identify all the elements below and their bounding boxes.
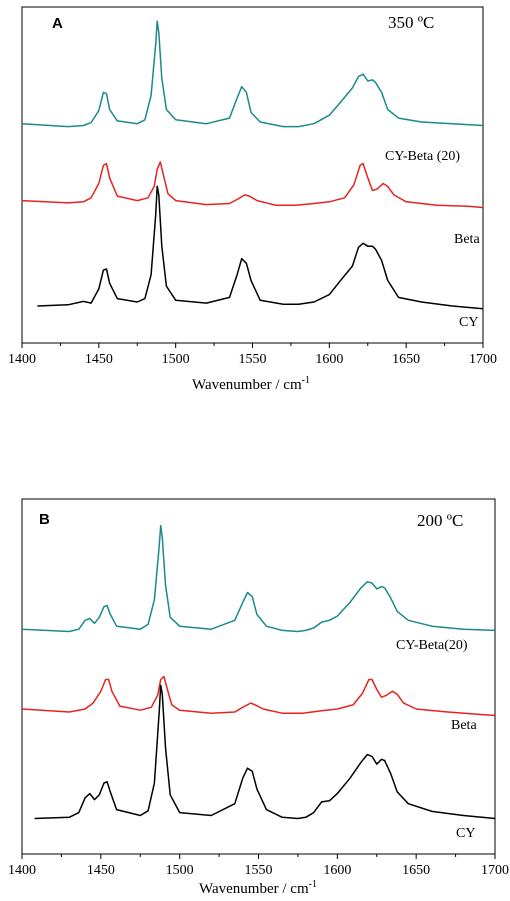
panel-a-series-line-2 <box>37 185 484 310</box>
panel-b-frame <box>21 498 496 855</box>
panel-b-x-tick-label-5: 1650 <box>402 863 430 878</box>
panel-a-curves <box>21 20 484 310</box>
panel-b-x-axis-title: Wavenumber / cm-1 <box>199 879 317 897</box>
panel-a-series-label-beta: Beta <box>454 232 480 247</box>
panel-b-series-line-1 <box>21 675 496 717</box>
panel-b-curves <box>21 524 496 820</box>
panel-a-x-tick-label-1: 1450 <box>85 352 113 367</box>
panel-b-x-tick-label-0: 1400 <box>8 863 36 878</box>
panel-b-x-ticks: 1400 1450 1500 1550 1600 1650 1700 <box>8 854 509 878</box>
panel-b-series-label-beta: Beta <box>451 718 477 733</box>
panel-a-x-tick-label-0: 1400 <box>8 352 36 367</box>
panel-b-x-tick-label-4: 1600 <box>323 863 351 878</box>
panel-a-x-tick-label-6: 1700 <box>469 352 497 367</box>
panel-b-series-label-cy: CY <box>456 826 475 841</box>
panel-b: B 200 ºC 1400 1450 1500 1550 1600 1650 1700 CY… <box>8 498 509 897</box>
panel-b-x-tick-label-3: 1550 <box>245 863 273 878</box>
panel-a-letter: A <box>52 15 63 32</box>
panel-a-series-label-cy-beta: CY-Beta (20) <box>385 149 460 164</box>
panel-b-series-line-0 <box>21 524 496 633</box>
panel-b-series-line-2 <box>34 684 496 820</box>
panel-a-temperature: 350 ºC <box>388 13 434 32</box>
panel-a-x-ticks: 1400 1450 1500 1550 1600 1650 1700 <box>8 343 497 367</box>
panel-b-x-tick-label-1: 1450 <box>87 863 115 878</box>
panel-b-x-tick-label-6: 1700 <box>481 863 509 878</box>
panel-a-frame <box>21 6 484 344</box>
panel-b-letter: B <box>39 511 50 528</box>
panel-a: A 350 ºC 1400 1450 1500 1550 1600 1650 1700 CY… <box>8 6 497 393</box>
panel-a-x-tick-label-2: 1500 <box>162 352 190 367</box>
panel-a-series-line-1 <box>21 161 484 209</box>
panel-b-x-tick-label-2: 1500 <box>166 863 194 878</box>
panel-b-series-label-cy-beta: CY-Beta(20) <box>396 638 468 653</box>
panel-a-x-tick-label-5: 1650 <box>392 352 420 367</box>
panel-a-x-axis-title: Wavenumber / cm-1 <box>192 375 310 393</box>
panel-a-x-tick-label-3: 1550 <box>239 352 267 367</box>
panel-a-x-tick-label-4: 1600 <box>315 352 343 367</box>
panel-b-temperature: 200 ºC <box>417 511 463 530</box>
panel-a-series-line-0 <box>21 20 484 128</box>
panel-a-series-label-cy: CY <box>459 315 478 330</box>
